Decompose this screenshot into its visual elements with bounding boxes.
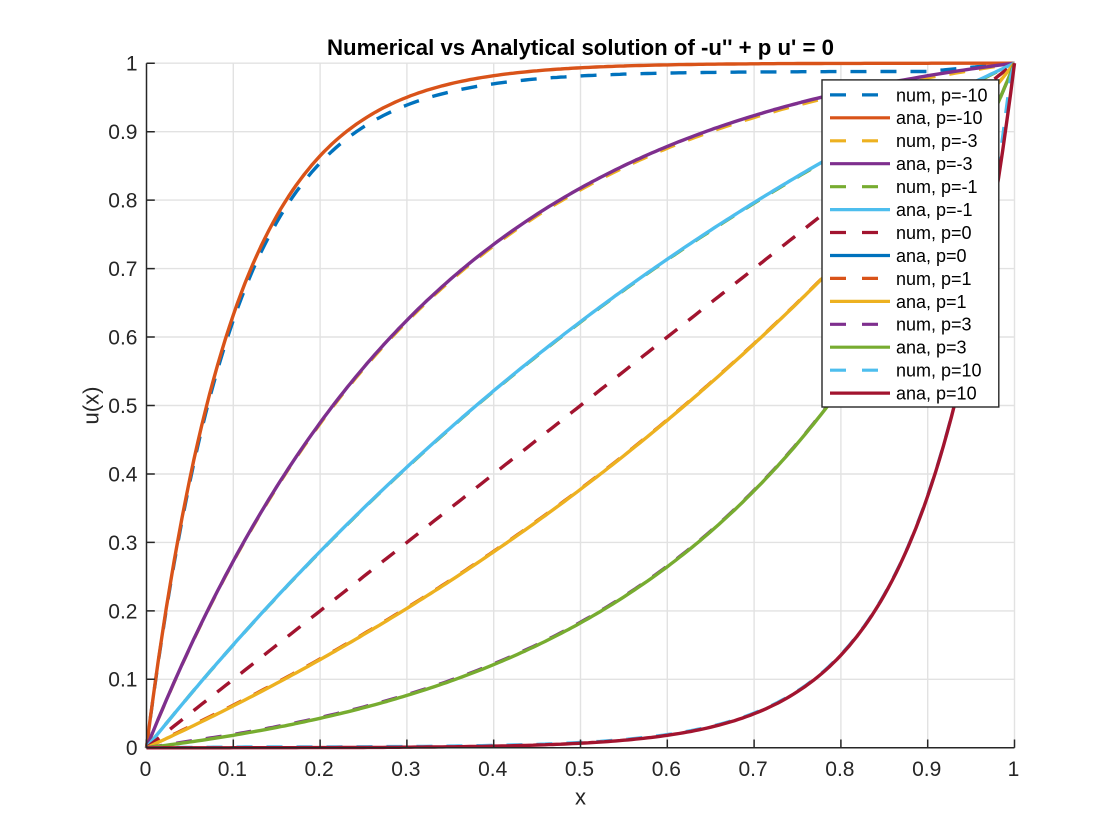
svg-text:0.6: 0.6 [108,326,137,349]
svg-text:x: x [575,785,586,810]
svg-text:ana, p=10: ana, p=10 [896,384,977,404]
svg-text:0.5: 0.5 [565,758,594,781]
svg-text:0.2: 0.2 [304,758,333,781]
svg-text:num, p=1: num, p=1 [896,269,972,289]
svg-text:Numerical vs Analytical soluti: Numerical vs Analytical solution of -u''… [327,35,834,60]
svg-text:1: 1 [126,53,138,76]
svg-text:0.3: 0.3 [391,758,420,781]
svg-text:num, p=-10: num, p=-10 [896,85,988,105]
svg-text:0.1: 0.1 [218,758,247,781]
svg-text:0.8: 0.8 [825,758,854,781]
svg-text:num, p=-3: num, p=-3 [896,131,978,151]
svg-text:num, p=10: num, p=10 [896,361,982,381]
svg-text:num, p=0: num, p=0 [896,223,972,243]
svg-text:0.8: 0.8 [108,190,137,213]
svg-text:num, p=3: num, p=3 [896,315,972,335]
svg-text:ana, p=3: ana, p=3 [896,338,967,358]
svg-text:0: 0 [126,737,138,760]
svg-text:0.5: 0.5 [108,395,137,418]
svg-text:ana, p=-3: ana, p=-3 [896,154,973,174]
svg-text:0.6: 0.6 [652,758,681,781]
svg-text:0.4: 0.4 [108,463,138,486]
svg-text:u(x): u(x) [78,387,103,425]
svg-text:0.2: 0.2 [108,600,137,623]
svg-text:ana, p=-1: ana, p=-1 [896,200,973,220]
svg-text:1: 1 [1008,758,1020,781]
svg-text:0.4: 0.4 [478,758,508,781]
svg-text:ana, p=1: ana, p=1 [896,292,967,312]
svg-text:0.9: 0.9 [108,121,137,144]
svg-text:0: 0 [140,758,152,781]
svg-text:0.1: 0.1 [108,669,137,692]
svg-text:0.9: 0.9 [912,758,941,781]
svg-text:num, p=-1: num, p=-1 [896,177,978,197]
svg-text:ana, p=0: ana, p=0 [896,246,967,266]
svg-text:0.7: 0.7 [738,758,767,781]
svg-text:0.3: 0.3 [108,532,137,555]
svg-text:0.7: 0.7 [108,258,137,281]
svg-text:ana, p=-10: ana, p=-10 [896,108,983,128]
